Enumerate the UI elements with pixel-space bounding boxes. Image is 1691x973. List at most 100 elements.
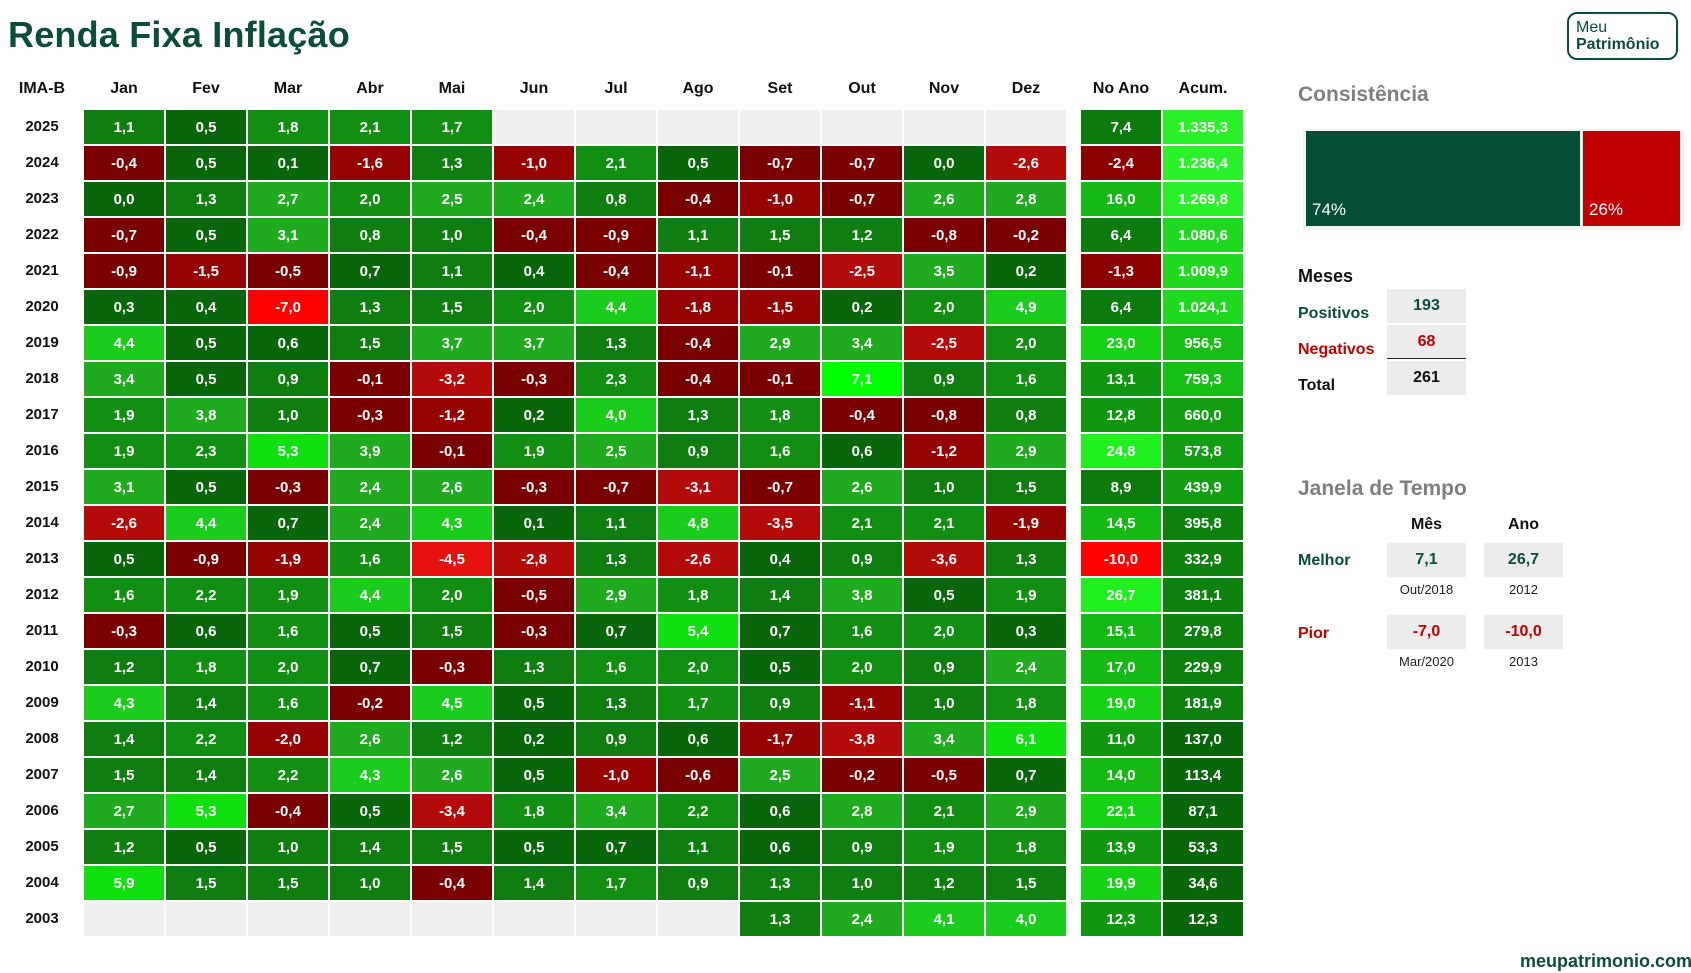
heatmap-cell: 0,6 [739, 793, 821, 829]
heatmap-cell: 0,5 [83, 541, 165, 577]
heatmap-cell: 2,2 [247, 757, 329, 793]
acum-cell: 1.009,9 [1162, 253, 1244, 289]
heatmap-cell: 2,4 [821, 901, 903, 937]
heatmap-cell: 2,1 [329, 109, 411, 145]
heatmap-cell: 5,9 [83, 865, 165, 901]
heatmap-cell: 4,1 [903, 901, 985, 937]
heatmap-cell: -3,8 [821, 721, 903, 757]
heatmap-cell: 3,4 [83, 361, 165, 397]
heatmap-cell: 4,4 [165, 505, 247, 541]
heatmap-cell: -0,5 [247, 253, 329, 289]
heatmap-cell: 0,9 [657, 433, 739, 469]
no-ano-cell: 6,4 [1080, 289, 1162, 325]
heatmap-cell: 0,6 [739, 829, 821, 865]
heatmap-cell: 0,2 [493, 397, 575, 433]
heatmap-cell: 3,5 [903, 253, 985, 289]
heatmap-cell: 4,4 [83, 325, 165, 361]
heatmap-cell: 1,9 [83, 433, 165, 469]
melhor-mes-ref: Out/2018 [1399, 582, 1454, 597]
heatmap-cell: 0,9 [247, 361, 329, 397]
heatmap-cell: 0,5 [657, 145, 739, 181]
heatmap-cell: 0,7 [985, 757, 1067, 793]
heatmap-cell: 5,3 [247, 433, 329, 469]
heatmap-cell: 1,5 [985, 865, 1067, 901]
heatmap-cell: -0,3 [83, 613, 165, 649]
heatmap-cell: 1,5 [739, 217, 821, 253]
heatmap-cell: 1,1 [575, 505, 657, 541]
no-ano-cell: 12,3 [1080, 901, 1162, 937]
year-label: 2014 [25, 514, 59, 531]
heatmap-cell: 2,0 [329, 181, 411, 217]
heatmap-cell: -0,8 [903, 217, 985, 253]
heatmap-cell: 2,1 [821, 505, 903, 541]
heatmap-cell: 2,2 [165, 577, 247, 613]
heatmap-cell: -1,5 [739, 289, 821, 325]
heatmap-cell: -0,8 [903, 397, 985, 433]
heatmap-cell: 1,0 [821, 865, 903, 901]
melhor-ano-ref: 2012 [1509, 582, 1538, 597]
heatmap-cell: 3,8 [821, 577, 903, 613]
heatmap-cell: 0,5 [165, 217, 247, 253]
heatmap-cell: 2,0 [985, 325, 1067, 361]
acum-cell: 332,9 [1162, 541, 1244, 577]
acum-cell: 181,9 [1162, 685, 1244, 721]
heatmap-cell: 2,5 [739, 757, 821, 793]
heatmap-cell: 1,0 [247, 397, 329, 433]
footer-site: meupatrimonio.com [1519, 951, 1691, 971]
heatmap-cell: -2,5 [903, 325, 985, 361]
heatmap-cell: 2,4 [493, 181, 575, 217]
acum-cell: 34,6 [1162, 865, 1244, 901]
heatmap-cell: 0,6 [657, 721, 739, 757]
acum-cell: 573,8 [1162, 433, 1244, 469]
heatmap-cell: 1,2 [411, 721, 493, 757]
heatmap-cell: -1,8 [657, 289, 739, 325]
heatmap-cell: 2,0 [411, 577, 493, 613]
acum-cell: 1.024,1 [1162, 289, 1244, 325]
heatmap-cell [329, 901, 411, 937]
heatmap-cell: 0,0 [903, 145, 985, 181]
heatmap-cell: 1,8 [247, 109, 329, 145]
heatmap-cell: 7,1 [821, 361, 903, 397]
heatmap-cell: -0,4 [657, 361, 739, 397]
year-label: 2023 [25, 190, 59, 207]
brand-logo: Meu Patrimônio [1567, 12, 1678, 60]
pior-label: Pior [1298, 625, 1330, 642]
month-header-jun: Jun [519, 80, 549, 97]
heatmap-cell: 1,8 [985, 829, 1067, 865]
consistencia-positive-bar: 74% [1306, 131, 1580, 226]
heatmap-cell: 0,3 [985, 613, 1067, 649]
heatmap-cell: 2,0 [821, 649, 903, 685]
consistencia-negative-bar: 26% [1583, 131, 1680, 226]
melhor-mes-value: 7,1 [1387, 543, 1466, 577]
heatmap-cell: 1,6 [247, 613, 329, 649]
melhor-label: Melhor [1298, 552, 1351, 569]
month-header-nov: Nov [928, 80, 960, 97]
heatmap-cell: 1,8 [739, 397, 821, 433]
heatmap-cell: 1,1 [657, 217, 739, 253]
heatmap-cell: -0,3 [247, 469, 329, 505]
page-title: Renda Fixa Inflação [8, 14, 350, 55]
heatmap-cell: -1,2 [411, 397, 493, 433]
pior-ano-ref: 2013 [1509, 654, 1538, 669]
heatmap-cell: -1,1 [821, 685, 903, 721]
heatmap-cell: 2,7 [247, 181, 329, 217]
consistencia-positive-label: 74% [1312, 200, 1347, 219]
heatmap-cell: -0,4 [247, 793, 329, 829]
heatmap-cell: -2,8 [493, 541, 575, 577]
heatmap-cell [575, 901, 657, 937]
year-label: 2015 [25, 478, 59, 495]
heatmap-cell: -2,6 [985, 145, 1067, 181]
heatmap-cell: 1,5 [411, 829, 493, 865]
no-ano-cell: 23,0 [1080, 325, 1162, 361]
heatmap-cell: 0,5 [165, 829, 247, 865]
acum-cell: 137,0 [1162, 721, 1244, 757]
heatmap-cell: 3,1 [247, 217, 329, 253]
heatmap-cell [903, 109, 985, 145]
heatmap-cell: 0,9 [821, 541, 903, 577]
heatmap-cell: 1,0 [247, 829, 329, 865]
heatmap-cell: 2,6 [821, 469, 903, 505]
heatmap-cell: -0,7 [739, 145, 821, 181]
heatmap-cell [821, 109, 903, 145]
no-ano-cell: -10,0 [1080, 541, 1162, 577]
heatmap-cell: -1,0 [575, 757, 657, 793]
